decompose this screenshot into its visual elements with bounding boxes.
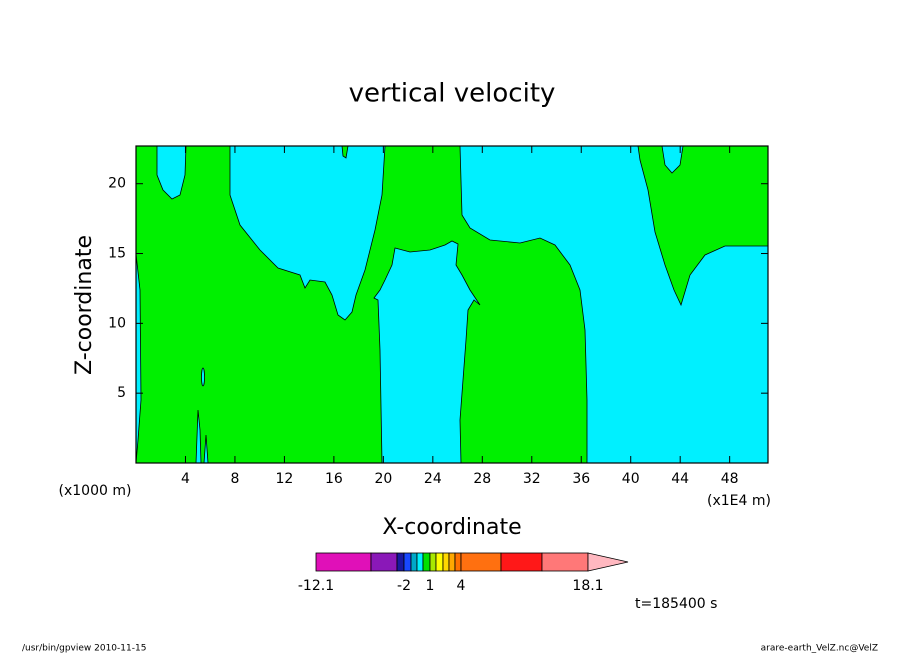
region (229, 145, 386, 321)
y-tick-label: 5 (117, 385, 126, 401)
region (201, 367, 205, 387)
x-tick-label: 44 (671, 471, 689, 487)
x-tick-label: 28 (473, 471, 491, 487)
x-tick-label: 20 (374, 471, 392, 487)
colorbar-segment (422, 552, 431, 572)
colorbar-segment (454, 552, 462, 572)
region (373, 240, 481, 464)
colorbar-segment (500, 552, 543, 572)
colorbar-segment (396, 552, 405, 572)
time-label: t=185400 s (635, 596, 717, 612)
colorbar-segment (460, 552, 502, 572)
chart-title: vertical velocity (349, 79, 556, 109)
colorbar-tick-label: -2 (397, 578, 411, 594)
footer-right: arare-earth_VelZ.nc@VelZ (761, 644, 878, 654)
colorbar-segment (429, 552, 437, 572)
y-tick-label: 20 (108, 176, 126, 192)
x-unit-label: (x1000 m) (59, 483, 132, 499)
footer-left: /usr/bin/gpview 2010-11-15 (22, 644, 146, 654)
colorbar-tick-label: 4 (457, 578, 466, 594)
colorbar-segment (410, 552, 418, 572)
colorbar-segment (442, 552, 450, 572)
x-tick-label: 24 (424, 471, 442, 487)
colorbar-segment (315, 552, 372, 572)
colorbar-segment (541, 552, 589, 572)
colorbar-segment (435, 552, 444, 572)
plot-frame (135, 145, 769, 464)
colorbar-segment (403, 552, 412, 572)
x-tick-label: 4 (181, 471, 190, 487)
colorbar-segment (448, 552, 456, 572)
colorbar-segment (370, 552, 398, 572)
y-tick-label: 10 (108, 315, 126, 331)
x-axis-label: X-coordinate (382, 515, 521, 540)
x-unit-label: (x1E4 m) (707, 493, 771, 509)
colorbar-segment (416, 552, 424, 572)
x-tick-label: 12 (276, 471, 294, 487)
colorbar-tick-label: 1 (426, 578, 435, 594)
y-tick-label: 15 (108, 246, 126, 262)
x-tick-label: 16 (325, 471, 343, 487)
colorbar-extension (587, 552, 629, 572)
y-axis-label: Z-coordinate (72, 235, 97, 375)
contour-field (135, 145, 769, 464)
x-tick-label: 36 (572, 471, 590, 487)
x-tick-label: 48 (721, 471, 739, 487)
x-tick-label: 40 (622, 471, 640, 487)
colorbar-tick-label: -12.1 (298, 578, 334, 594)
colorbar-tick-label: 18.1 (572, 578, 603, 594)
x-tick-label: 32 (523, 471, 541, 487)
x-tick-label: 8 (230, 471, 239, 487)
